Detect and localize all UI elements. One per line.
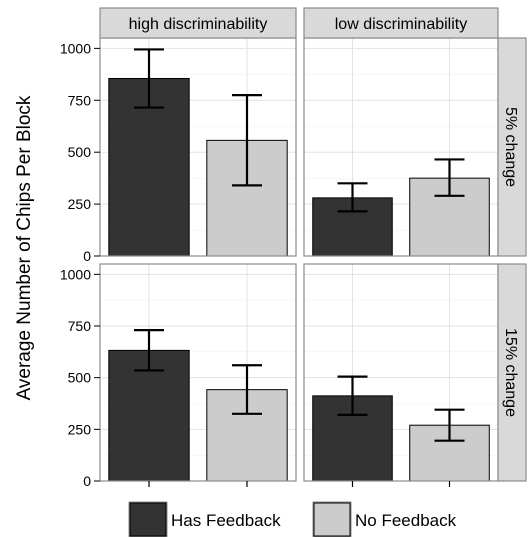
y-tick-label: 500: [68, 370, 92, 386]
error-bar: [337, 182, 368, 213]
y-tick-label: 0: [83, 248, 91, 264]
legend-item: No Feedback: [312, 501, 457, 537]
y-tick-label: 250: [68, 196, 92, 212]
legend-label: No Feedback: [355, 511, 457, 530]
error-bar: [434, 408, 465, 442]
strip-background: [99, 7, 297, 39]
y-axis: 0 250 500 750 1000 0 250 500 750 1000: [60, 40, 100, 489]
error-bar: [134, 48, 164, 109]
y-tick-label: 750: [68, 318, 92, 334]
error-bar: [232, 93, 262, 187]
strip-background: [497, 263, 527, 482]
legend: Has Feedback No Feedback: [128, 501, 457, 537]
y-axis-label: Average Number of Chips Per Block: [14, 95, 35, 400]
y-tick-label: 500: [68, 144, 92, 160]
strip-background: [497, 37, 527, 257]
panel: [303, 263, 499, 482]
row-strip: 15% change: [497, 263, 527, 482]
row-strip-label: 5% change: [502, 107, 519, 187]
panel: [303, 37, 499, 257]
column-strip-label: low discriminability: [335, 16, 467, 33]
strip-background: [303, 7, 499, 39]
panels-layer: [99, 37, 499, 482]
column-strip: high discriminability: [99, 7, 297, 39]
y-tick-label: 750: [68, 92, 92, 108]
error-bar: [337, 375, 368, 416]
legend-swatch: [129, 502, 167, 537]
y-tick-label: 250: [68, 421, 92, 437]
error-bar: [434, 158, 465, 197]
error-bar: [134, 329, 164, 372]
facet-strips: high discriminability low discriminabilit…: [99, 7, 527, 482]
panel: [99, 263, 297, 482]
x-axis: [148, 481, 451, 487]
error-bar: [232, 364, 262, 415]
column-strip-label: high discriminability: [129, 16, 268, 33]
panel-border: [99, 263, 297, 482]
y-tick-label: 1000: [60, 40, 91, 56]
column-strip: low discriminability: [303, 7, 499, 39]
y-tick-label: 1000: [60, 266, 91, 282]
legend-item: Has Feedback: [128, 501, 281, 537]
legend-swatch: [313, 502, 351, 537]
legend-label: Has Feedback: [171, 511, 281, 530]
bar: [108, 349, 190, 482]
y-tick-label: 0: [83, 473, 91, 489]
row-strip-label: 15% change: [502, 328, 519, 417]
panel: [99, 37, 297, 257]
row-strip: 5% change: [497, 37, 527, 257]
